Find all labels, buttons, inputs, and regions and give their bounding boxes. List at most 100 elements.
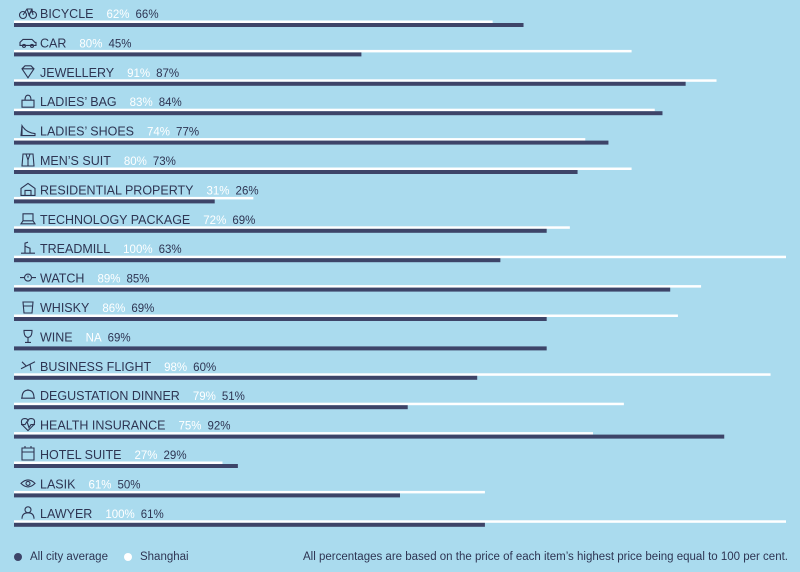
chart-row: TECHNOLOGY PACKAGE 72% 69% [14,213,570,233]
average-bar [14,111,663,116]
chart-row: LASIK 61% 50% [14,477,485,498]
average-value-label: 50% [117,479,140,491]
category-label: LADIES’ BAG [40,95,117,109]
chart-row: CAR 80% 45% [14,36,632,57]
treadmill-icon [21,241,35,254]
shanghai-value-label: 89% [97,274,120,286]
average-value-label: 26% [236,185,259,197]
legend-label-shanghai: Shanghai [139,551,189,563]
watch-icon [20,273,36,282]
heartbeat-icon [20,418,36,432]
chart-row: BICYCLE 62% 66% [14,7,524,27]
average-value-label: 84% [159,97,182,109]
car-icon [19,38,37,48]
chart-row: RESIDENTIAL PROPERTY 31% 26% [14,182,259,204]
legend-item-all-city-average: All city average [14,551,108,563]
average-bar [14,317,547,321]
category-label: WATCH [40,272,84,286]
chart-row: LADIES’ BAG 83% 84% [14,94,663,116]
shanghai-value-label: 98% [164,362,187,374]
shanghai-value-label: 31% [207,185,230,197]
chart-row: DEGUSTATION DINNER 79% 51% [14,389,624,410]
suit-icon [21,153,35,167]
dinner-plate-icon [21,389,35,399]
average-bar [14,464,238,468]
shanghai-value-label: 80% [79,38,102,50]
average-bar [14,81,686,86]
average-bar [14,140,609,145]
average-value-label: 87% [156,68,179,80]
bar-chart: BICYCLE 62% 66% CAR 80% 45% JEWELLERY 91% 87% LAD… [14,7,786,527]
high-heel-icon [20,123,36,137]
shanghai-value-label: 74% [147,127,170,139]
category-label: BICYCLE [40,7,94,21]
category-label: LAWYER [40,507,92,521]
average-value-label: 66% [136,9,159,21]
shanghai-bar [14,20,493,23]
shanghai-value-label: 62% [107,9,130,21]
average-bar [14,375,478,380]
shanghai-value-label: 100% [123,244,152,256]
average-bar [14,258,501,263]
chart-row: WHISKY 86% 69% [14,301,678,321]
shanghai-bar [14,79,717,82]
shanghai-bar [14,314,678,317]
category-label: LASIK [40,477,76,491]
average-value-label: 63% [159,244,182,256]
average-bar [14,346,547,351]
shanghai-bar [14,196,254,200]
average-value-label: 61% [141,509,164,521]
shanghai-bar [14,461,223,464]
footnote: All percentages are based on the price o… [302,551,788,563]
shanghai-bar [14,402,624,406]
category-label: TREADMILL [40,242,110,256]
shanghai-bar [14,49,632,53]
average-value-label: 69% [232,215,255,227]
average-value-label: 29% [164,450,187,462]
average-bar [14,199,215,204]
average-bar [14,170,578,174]
category-label: DEGUSTATION DINNER [40,389,180,403]
category-label: HEALTH INSURANCE [40,419,165,433]
hotel-icon [21,446,35,461]
shanghai-bar [14,226,570,229]
legend-item-shanghai: Shanghai [123,551,189,563]
bicycle-icon [18,8,38,20]
lawyer-icon [21,506,35,519]
average-bar [14,23,524,27]
average-value-label: 45% [108,38,131,50]
shanghai-value-label: 80% [124,156,147,168]
diamond-icon [21,65,35,79]
chart-row: WINE NA 69% [14,329,547,351]
category-label: RESIDENTIAL PROPERTY [40,183,194,197]
shanghai-value-label: 100% [105,509,134,521]
legend-label-all-city-average: All city average [30,551,108,563]
shanghai-value-label: 86% [102,303,125,315]
shanghai-value-label: 83% [130,97,153,109]
shanghai-bar [14,373,771,376]
average-value-label: 85% [126,274,149,286]
category-label: LADIES’ SHOES [40,125,134,139]
legend: All city average Shanghai [14,551,205,563]
category-label: MEN’S SUIT [40,154,111,168]
handbag-icon [21,94,35,108]
chart-row: TREADMILL 100% 63% [14,241,786,263]
shanghai-bar [14,255,786,259]
shanghai-value-label: 27% [135,450,158,462]
chart-row: JEWELLERY 91% 87% [14,65,717,86]
chart-row: HOTEL SUITE 27% 29% [14,446,238,468]
shanghai-bar [14,108,655,112]
chart-row: LAWYER 100% 61% [14,506,786,527]
category-label: HOTEL SUITE [40,448,122,462]
average-bar [14,522,485,527]
category-label: JEWELLERY [40,66,115,80]
legend-swatch-all-city-average [14,553,22,561]
average-bar [14,434,725,439]
average-bar [14,228,547,233]
category-label: WHISKY [40,301,90,315]
shanghai-value-label: 61% [88,479,111,491]
chart-row: LADIES’ SHOES 74% 77% [14,123,609,145]
average-value-label: 92% [208,421,231,433]
category-label: CAR [40,36,66,50]
chart-row: MEN’S SUIT 80% 73% [14,153,632,174]
